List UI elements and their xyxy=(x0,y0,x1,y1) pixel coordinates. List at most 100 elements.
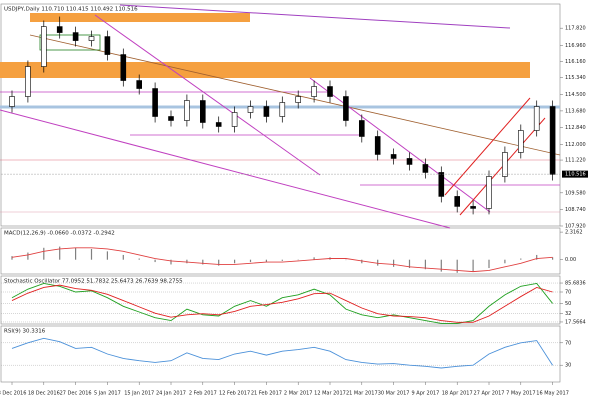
candle-body xyxy=(502,152,508,177)
candle-body xyxy=(454,196,461,207)
histogram-bar xyxy=(408,259,411,269)
histogram-bar xyxy=(138,258,140,260)
candle-body xyxy=(120,54,127,81)
candle-body xyxy=(231,112,238,127)
indicator-line xyxy=(11,247,553,273)
candle-body xyxy=(422,164,429,173)
histogram-bar xyxy=(249,259,252,263)
candle-body xyxy=(311,86,317,97)
candle-body xyxy=(390,154,397,159)
x-tick-label: 8 Dec 2016 xyxy=(0,391,26,397)
y-tick-label: 112.840 xyxy=(565,125,586,131)
y-tick-label: 108.740 xyxy=(565,207,586,213)
x-tick-label: 2 Feb 2017 xyxy=(189,391,217,397)
histogram-bar xyxy=(202,259,204,265)
last-price-tag xyxy=(562,170,588,178)
indicator-line xyxy=(11,337,553,369)
candle-body xyxy=(295,96,302,103)
trendline xyxy=(119,4,511,29)
y-tick-label: 32 xyxy=(565,311,571,317)
x-tick-label: 21 Feb 2017 xyxy=(251,391,282,397)
x-tick-label: 24 Jan 2017 xyxy=(156,391,186,397)
histogram-bar xyxy=(424,259,426,270)
candle-body xyxy=(549,106,556,175)
candle-body xyxy=(72,32,79,41)
y-tick-label: 117.820 xyxy=(565,26,586,32)
candle-body xyxy=(25,66,31,97)
histogram-bar xyxy=(393,259,395,267)
candle-body xyxy=(9,96,15,107)
panel-title: MACD(12,26,9) -0.0660 -0.0372 -0.2942 xyxy=(4,231,115,237)
x-tick-label: 18 Dec 2016 xyxy=(28,391,60,397)
candle-body xyxy=(88,36,95,41)
candle-body xyxy=(40,26,47,67)
candle-body xyxy=(374,136,381,155)
candle-body xyxy=(517,130,524,153)
candle-body xyxy=(152,88,158,117)
candle-body xyxy=(184,100,190,121)
main-frame xyxy=(0,3,561,227)
candle-body xyxy=(215,122,222,127)
trendline xyxy=(94,14,321,176)
channel xyxy=(444,97,531,196)
histogram-bar xyxy=(456,259,458,273)
box xyxy=(39,34,101,51)
x-tick-label: 7 May 2017 xyxy=(506,391,535,397)
candle-body xyxy=(263,106,270,117)
macd-frame xyxy=(0,227,561,275)
histogram-bar xyxy=(377,259,379,266)
indicator-line xyxy=(11,284,553,323)
histogram-bar xyxy=(122,254,124,260)
panel-frames xyxy=(0,3,561,383)
candle-body xyxy=(136,80,142,89)
histogram-bar xyxy=(59,246,61,260)
x-tick-label: 30 Mar 2017 xyxy=(378,391,410,397)
y-tick-label: 30 xyxy=(565,363,571,369)
candle-body xyxy=(358,120,365,137)
histogram-bar xyxy=(154,259,156,263)
histogram-bar xyxy=(186,259,188,264)
histogram-bar xyxy=(520,258,522,260)
y-tick-label: 70 xyxy=(565,340,571,346)
histogram-bar xyxy=(170,259,172,265)
histogram-bar xyxy=(536,254,538,260)
histogram-bar xyxy=(472,259,474,272)
candle-body xyxy=(533,106,540,131)
histogram-bar xyxy=(90,248,93,260)
candle-body xyxy=(200,100,206,123)
candle-body xyxy=(279,102,286,117)
trendline xyxy=(0,109,451,229)
y-tick-label: 109.580 xyxy=(565,190,586,196)
trendline xyxy=(29,34,561,156)
candle-body xyxy=(438,172,445,197)
candle-body xyxy=(104,36,111,55)
x-tick-label: 18 Apr 2017 xyxy=(442,391,473,397)
panel-title: Stochastic Oscillator 77.0952 51.7832 25… xyxy=(4,279,183,285)
histogram-bar xyxy=(218,259,220,266)
histogram-bar xyxy=(281,259,283,261)
y-tick-label: 85.6836 xyxy=(565,281,586,287)
y-tick-label: 70 xyxy=(565,290,571,296)
candle-body xyxy=(343,96,349,121)
x-tick-label: 27 Apr 2017 xyxy=(474,391,505,397)
histogram-bar xyxy=(106,251,108,260)
candle-body xyxy=(327,86,333,97)
y-tick-label: 116.960 xyxy=(565,43,586,49)
histogram-bar xyxy=(504,259,506,264)
y-tick-label: 112.000 xyxy=(565,142,586,148)
panel-title: RSI(9) 30.3316 xyxy=(4,329,46,335)
y-tick-label: 0.00 xyxy=(565,257,576,263)
candle-body xyxy=(247,106,254,113)
zone xyxy=(30,13,250,22)
y-tick-label: 17.5664 xyxy=(565,319,586,325)
histogram-bar xyxy=(11,256,13,260)
x-tick-label: 2 Mar 2017 xyxy=(284,391,313,397)
zone xyxy=(0,62,530,78)
candle-body xyxy=(56,26,63,33)
y-tick-label: 2.3162 xyxy=(565,230,583,236)
histogram-bar xyxy=(75,247,77,260)
candle-body xyxy=(486,176,492,209)
histogram-bar xyxy=(43,247,45,260)
